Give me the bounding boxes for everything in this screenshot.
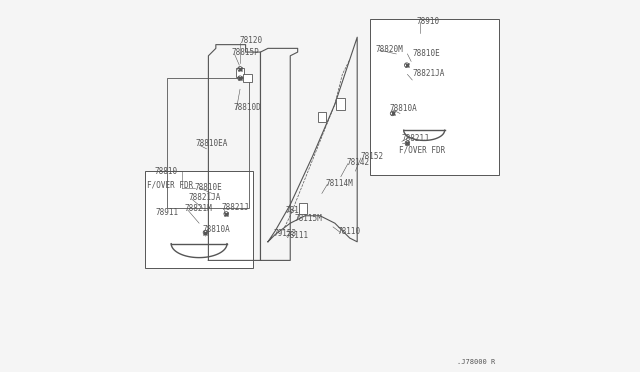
Text: 78810E: 78810E: [412, 49, 440, 58]
Text: 78143: 78143: [286, 206, 309, 215]
Text: 78114M: 78114M: [326, 179, 354, 187]
Text: 78142: 78142: [347, 158, 370, 167]
Text: F/OVER FDR: F/OVER FDR: [399, 145, 445, 154]
Text: 78910: 78910: [417, 17, 440, 26]
Text: 78111: 78111: [286, 231, 309, 240]
Text: 78810E: 78810E: [195, 183, 222, 192]
Text: 78110: 78110: [338, 227, 361, 236]
Text: 78810: 78810: [154, 167, 177, 176]
Text: 78821JA: 78821JA: [188, 193, 221, 202]
Text: 78810EA: 78810EA: [195, 140, 227, 148]
FancyBboxPatch shape: [370, 19, 499, 175]
Bar: [236, 68, 244, 77]
Text: 78820M: 78820M: [375, 45, 403, 54]
Bar: [337, 98, 344, 110]
Text: 79153: 79153: [273, 229, 296, 238]
Bar: [299, 203, 307, 214]
Text: 78821J: 78821J: [402, 134, 429, 143]
Text: .J78000 R: .J78000 R: [456, 359, 495, 365]
Text: 78120: 78120: [239, 36, 262, 45]
FancyBboxPatch shape: [145, 171, 253, 268]
Text: 78815P: 78815P: [232, 48, 259, 57]
Text: 78810A: 78810A: [390, 105, 418, 113]
Text: 78821M: 78821M: [184, 204, 212, 213]
Text: F/OVER FDR: F/OVER FDR: [147, 181, 193, 190]
Text: 78821JA: 78821JA: [412, 69, 445, 78]
Text: 78810A: 78810A: [202, 225, 230, 234]
Bar: [243, 74, 252, 82]
Bar: [318, 112, 326, 122]
Text: 78821J: 78821J: [221, 203, 249, 212]
Text: 78152: 78152: [360, 153, 383, 161]
Text: 78115M: 78115M: [294, 214, 323, 223]
Text: 78810D: 78810D: [234, 103, 261, 112]
Text: 78911: 78911: [156, 208, 179, 217]
